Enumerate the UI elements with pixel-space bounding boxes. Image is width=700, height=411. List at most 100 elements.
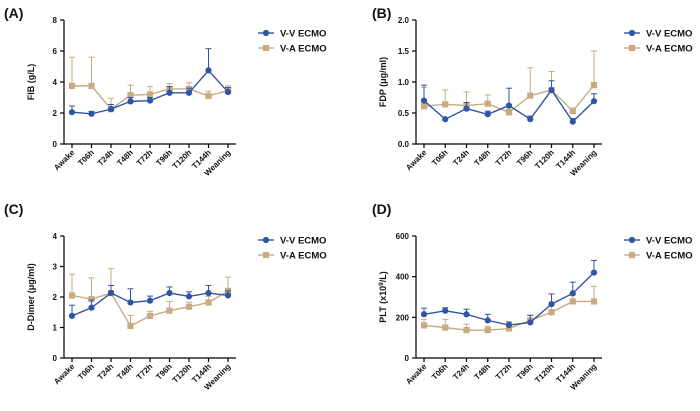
x-tick-label: T48h: [115, 362, 135, 382]
data-point: [442, 324, 449, 331]
y-axis-title: PLT (x109/L): [378, 271, 388, 322]
x-tick-label: T06h: [76, 362, 96, 382]
legend-label: V-A ECMO: [280, 44, 327, 55]
x-tick-label: T120h: [171, 148, 194, 171]
data-point: [205, 67, 212, 74]
data-point: [590, 82, 598, 89]
legend-item-va: V-A ECMO: [258, 44, 327, 55]
data-point: [205, 92, 212, 100]
series-va: [68, 56, 232, 113]
data-point: [484, 327, 491, 334]
legend-label: V-V ECMO: [646, 236, 692, 247]
chart-panel-d: (D) 0 200 400 600 Awake T06h T24h T48h T72h T96hT1…: [372, 201, 693, 392]
x-tick-label: T06h: [430, 148, 450, 168]
panel-label: (B): [372, 5, 391, 21]
series-vv: [68, 48, 232, 117]
data-point: [127, 92, 134, 99]
legend-label: V-V ECMO: [280, 29, 326, 40]
series-vv: [420, 259, 598, 329]
y-tick-label: 2: [53, 293, 58, 302]
data-point: [484, 317, 491, 324]
legend-item-vv: V-V ECMO: [258, 29, 326, 40]
x-tick-label: Awake: [52, 148, 77, 173]
data-point: [205, 289, 212, 297]
data-point: [224, 88, 232, 96]
y-tick-label: 8: [53, 16, 58, 25]
data-point: [569, 108, 576, 115]
y-tick-label: 0.0: [398, 140, 410, 149]
data-point: [442, 116, 449, 123]
data-point: [68, 109, 76, 116]
data-point: [590, 298, 598, 305]
data-point: [442, 101, 449, 108]
y-tick-label: 0.5: [398, 109, 410, 118]
data-point: [590, 269, 598, 276]
y-tick-label: 3: [53, 263, 58, 272]
data-point: [420, 103, 428, 110]
y-tick-label: 1: [53, 324, 58, 333]
data-point: [420, 322, 428, 329]
data-point: [185, 303, 193, 310]
panel-label: (C): [4, 201, 23, 217]
data-point: [68, 312, 76, 320]
data-point: [127, 299, 134, 306]
data-point: [505, 102, 513, 109]
data-point: [68, 82, 76, 89]
legend-marker: [262, 236, 270, 244]
x-tick-label: T24h: [451, 148, 471, 168]
data-point: [527, 319, 534, 326]
x-tick-label: T72h: [135, 148, 155, 168]
legend-label: V-V ECMO: [646, 29, 692, 40]
legend-marker: [628, 251, 636, 259]
legend-item-vv: V-V ECMO: [258, 236, 326, 247]
data-point: [569, 290, 576, 297]
y-axis-title: FIB (g/L): [26, 64, 36, 101]
data-point: [548, 309, 555, 316]
x-tick-label: Awake: [404, 148, 429, 173]
x-tick-label: T24h: [96, 148, 116, 168]
data-point: [88, 110, 95, 117]
data-point: [224, 292, 232, 299]
data-point: [463, 327, 470, 334]
data-point: [527, 92, 534, 99]
data-point: [68, 292, 76, 299]
data-point: [442, 307, 449, 314]
y-tick-label: 400: [396, 273, 410, 282]
legend-marker: [262, 251, 270, 259]
data-point: [127, 98, 134, 105]
data-point: [569, 298, 576, 305]
series-va: [68, 268, 232, 330]
y-axis-title-suffix: /L): [378, 271, 388, 282]
data-point: [88, 296, 95, 303]
x-tick-label: T48h: [473, 362, 493, 382]
y-tick-label: 2: [53, 109, 58, 118]
x-tick-label: T96h: [515, 148, 535, 168]
x-tick-label: Awake: [404, 362, 429, 387]
data-point: [88, 304, 95, 311]
x-tick-label: T48h: [473, 148, 493, 168]
y-tick-label: 4: [53, 232, 58, 241]
data-point: [107, 289, 115, 297]
x-tick-label: T120h: [171, 362, 194, 385]
data-point: [88, 82, 95, 89]
data-point: [484, 111, 491, 118]
y-tick-label: 0: [53, 354, 58, 363]
y-axis-title: FDP (μg/ml): [378, 57, 388, 107]
data-point: [527, 116, 534, 123]
y-tick-label: 1.5: [398, 47, 410, 56]
x-tick-label: T24h: [451, 362, 471, 382]
data-point: [107, 106, 115, 113]
x-tick-label: T120h: [533, 148, 556, 171]
series-line: [423, 272, 595, 326]
data-point: [146, 312, 154, 320]
data-point: [548, 301, 555, 308]
legend-label: V-A ECMO: [280, 251, 327, 262]
legend-item-va: V-A ECMO: [624, 44, 693, 55]
data-point: [484, 100, 491, 107]
data-point: [146, 97, 154, 104]
data-point: [420, 311, 428, 318]
data-point: [205, 299, 212, 306]
y-tick-label: 4: [53, 78, 58, 87]
data-point: [590, 98, 598, 105]
